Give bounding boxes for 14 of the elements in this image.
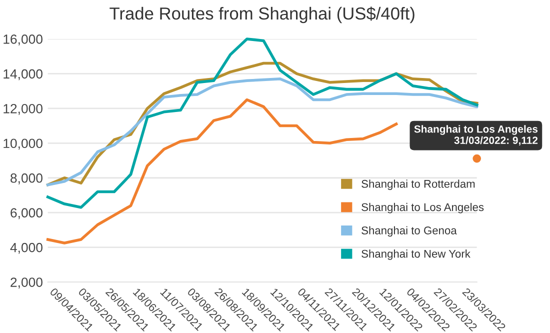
y-tick-label: 8,000 <box>10 173 42 184</box>
y-tick-label: 6,000 <box>10 208 42 220</box>
y-tick-label: 4,000 <box>10 242 42 254</box>
legend-label: Shanghai to Rotterdam <box>362 180 475 190</box>
y-tick-label: 10,000 <box>4 138 42 150</box>
annotation: Shanghai to Los Angeles 31/03/2022: 9,112 <box>414 125 538 146</box>
y-tick-label: 2,000 <box>10 278 42 289</box>
y-tick-label: 16,000 <box>4 34 42 46</box>
chart-title: Trade Routes from Shanghai (US$/40ft) <box>110 6 414 24</box>
legend-label: Shanghai to Los Angeles <box>362 202 484 214</box>
y-tick-label: 12,000 <box>4 104 42 115</box>
legend-label: Shanghai to Genoa <box>362 226 457 237</box>
legend-label: Shanghai to New York <box>362 250 470 260</box>
y-tick-label: 14,000 <box>4 69 42 80</box>
